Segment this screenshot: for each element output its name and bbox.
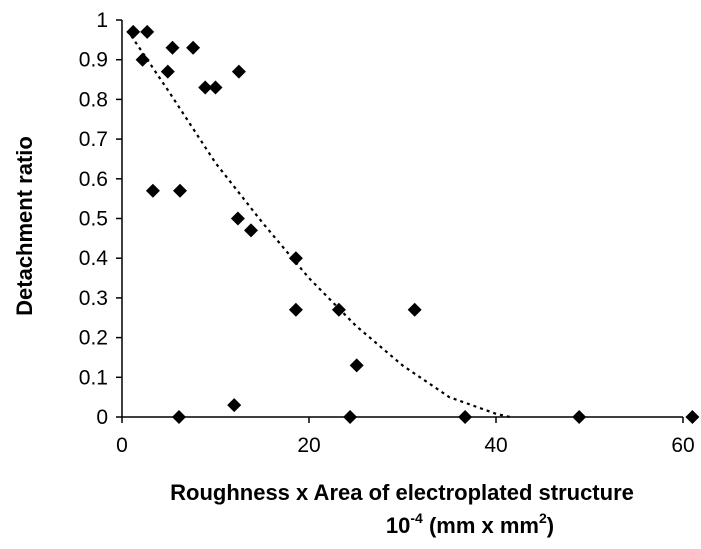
y-tick-label: 0.5 [79,208,108,231]
data-points [126,24,700,424]
y-axis-title: Detachment ratio [12,136,37,316]
y-tick-label: 0.3 [79,287,108,310]
data-point [230,211,245,226]
y-tick-label: 1 [96,9,108,32]
data-point [186,40,201,55]
data-point [172,410,186,424]
y-tick-label: 0.1 [79,366,108,389]
trendline [130,35,511,419]
data-point [288,302,303,317]
x-tick-label: 20 [297,434,320,457]
x-tick-label: 0 [116,434,128,457]
x-tick-label: 60 [671,434,694,457]
units-exponent: -4 [410,510,423,526]
units-base: 10 [386,513,410,538]
data-point [208,80,223,95]
plot-axes [121,20,683,418]
y-tick-label: 0.6 [79,168,108,191]
data-point [288,251,303,266]
tick-marks [116,19,684,423]
data-point [165,40,180,55]
x-tick-label: 40 [484,434,507,457]
data-point [458,410,473,424]
data-point [572,410,587,424]
y-tick-label: 0.2 [79,327,108,350]
y-tick-label: 0.4 [79,247,109,270]
data-point [126,24,141,39]
data-point [140,24,155,39]
y-tick-label: 0.8 [79,88,108,111]
y-tick-label: 0.7 [79,128,108,151]
data-point [145,183,160,198]
x-axis-title-units: 10-4 (mm x mm2) [386,510,554,538]
data-point [331,302,346,317]
data-point [231,64,246,79]
data-point [244,223,258,238]
data-point [685,410,700,424]
data-point [407,302,422,317]
data-point [343,410,358,424]
x-axis-title: Roughness x Area of electroplated struct… [170,480,634,505]
units-squared: 2 [539,510,547,526]
y-tick-label: 0 [96,406,108,429]
data-point [349,358,364,373]
y-tick-label: 0.9 [79,49,108,72]
data-point [198,80,213,95]
units-text: (mm x mm [423,513,539,538]
data-point [160,64,175,79]
tick-labels: 0 0.1 0.2 0.3 0.4 0.5 0.6 0.7 0.8 0.9 1 0 20 40 60 [79,9,695,457]
data-point [173,183,187,198]
data-point [227,398,242,413]
data-point [135,52,150,67]
units-close: ) [547,513,554,538]
